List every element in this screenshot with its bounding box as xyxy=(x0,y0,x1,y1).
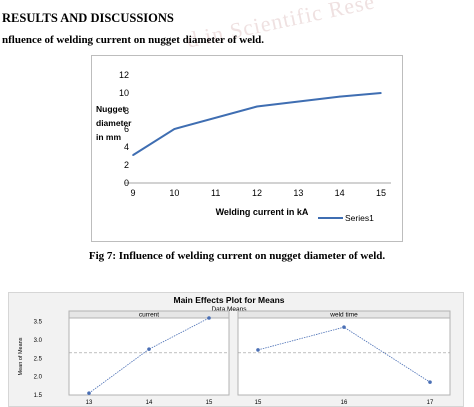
x-tick-label: 15 xyxy=(206,400,213,406)
chart-title: Main Effects Plot for Means xyxy=(174,295,285,305)
figure-caption: Fig 7: Influence of welding current on n… xyxy=(88,250,386,262)
x-tick-label: 16 xyxy=(341,400,348,406)
subsection-heading: nfluence of welding current on nugget di… xyxy=(2,34,265,46)
x-tick-label: 17 xyxy=(427,400,434,406)
y-tick-label: 10 xyxy=(119,88,129,98)
x-tick-label: 15 xyxy=(376,188,386,198)
y-tick-label: 3.5 xyxy=(34,320,43,326)
y-tick-label: 12 xyxy=(119,70,129,80)
series-line xyxy=(132,92,382,156)
panel-header xyxy=(237,310,451,319)
series-point xyxy=(256,105,258,108)
effect-point xyxy=(256,348,260,352)
y-tick-label: 4 xyxy=(124,142,129,152)
main-effects-chart: Main Effects Plot for Means Data Means Mea… xyxy=(8,292,464,407)
x-axis-label: Welding current in kA xyxy=(216,207,309,217)
effect-point xyxy=(428,380,432,384)
panel-label: weld time xyxy=(329,312,358,319)
effect-point xyxy=(87,391,91,395)
x-tick-label: 13 xyxy=(86,400,93,406)
effect-point xyxy=(342,325,346,329)
x-tick-label: 9 xyxy=(130,188,135,198)
y-axis-label: diameter xyxy=(96,118,132,128)
y-tick-label: 2 xyxy=(124,160,129,170)
y-tick-label: 8 xyxy=(124,106,129,116)
y-axis-label: Nugget xyxy=(96,104,125,114)
x-tick-label: 11 xyxy=(211,188,220,198)
effect-point xyxy=(207,316,211,320)
effect-point xyxy=(147,347,151,351)
panel-label: current xyxy=(139,312,159,319)
x-tick-label: 13 xyxy=(293,188,303,198)
panel-header xyxy=(68,310,230,319)
series-point xyxy=(173,128,176,130)
x-tick-label: 12 xyxy=(252,188,262,198)
x-tick-label: 15 xyxy=(255,400,262,406)
y-tick-label: 0 xyxy=(124,178,129,188)
chart-subtitle: Data Means xyxy=(211,306,247,313)
x-tick-label: 14 xyxy=(146,400,153,406)
y-tick-label: 2.0 xyxy=(34,375,43,381)
legend-label: Series1 xyxy=(345,213,374,223)
series-point xyxy=(338,95,341,98)
y-tick-label: 3.0 xyxy=(34,338,43,344)
series-point xyxy=(132,154,134,156)
section-heading: RESULTS AND DISCUSSIONS xyxy=(2,11,174,25)
y-axis-label: in mm xyxy=(96,132,121,142)
y-tick-label: 6 xyxy=(124,124,129,134)
y-tick-label: 2.5 xyxy=(34,356,43,362)
y-tick-label: 1.5 xyxy=(34,393,43,399)
nugget-diameter-chart-svg: 0 2 4 6 8 10 12 9 10 11 12 13 14 15 Nugget diameter in m… xyxy=(96,70,391,223)
nugget-diameter-chart: 0 2 4 6 8 10 12 9 10 11 12 13 14 15 Nugget diameter in m… xyxy=(91,55,403,242)
x-tick-label: 10 xyxy=(169,188,179,198)
series-point xyxy=(380,92,382,94)
x-tick-label: 14 xyxy=(335,188,345,198)
y-axis-label: Mean of Means xyxy=(18,337,24,375)
